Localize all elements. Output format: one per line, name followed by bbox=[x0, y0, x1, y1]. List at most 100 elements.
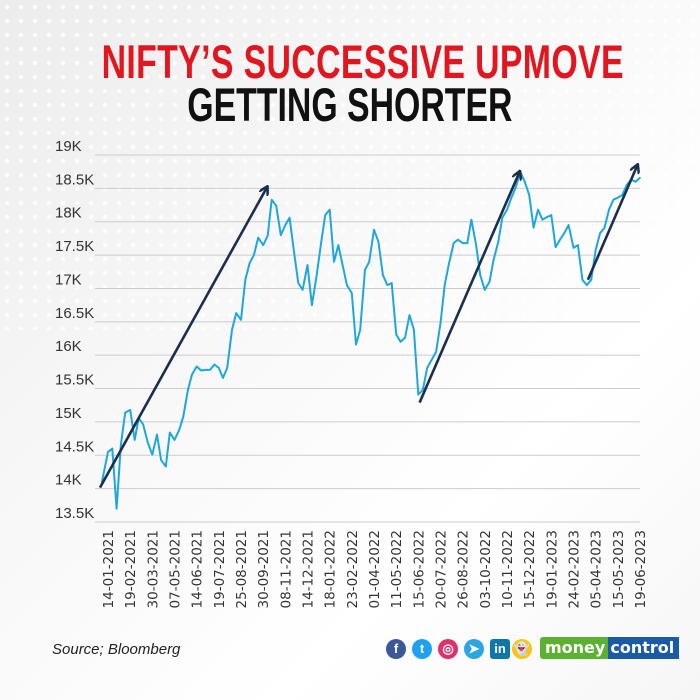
data-point bbox=[337, 244, 340, 246]
x-tick-label: 26-08-2022 bbox=[456, 530, 472, 608]
chart-title-line1: NIFTY’S SUCCESSIVE UPMOVE bbox=[0, 34, 700, 89]
data-point bbox=[226, 367, 229, 369]
data-point bbox=[563, 232, 566, 234]
source-note: Source; Bloomberg bbox=[52, 641, 181, 658]
data-point bbox=[262, 244, 264, 246]
data-point bbox=[315, 276, 318, 278]
data-point bbox=[133, 439, 136, 441]
facebook-icon[interactable]: f bbox=[386, 639, 406, 659]
linkedin-icon[interactable]: in bbox=[490, 639, 510, 659]
x-tick-label: 24-02-2023 bbox=[567, 530, 583, 608]
instagram-icon[interactable]: ◎ bbox=[438, 639, 458, 659]
title-text-2: GETTING SHORTER bbox=[187, 78, 513, 131]
data-point bbox=[603, 226, 606, 229]
x-tick-label: 23-02-2022 bbox=[345, 530, 361, 608]
data-point bbox=[612, 198, 615, 201]
x-tick-label: 18-01-2022 bbox=[323, 530, 339, 608]
data-point bbox=[151, 453, 154, 456]
data-point bbox=[537, 208, 539, 211]
data-point bbox=[430, 359, 433, 361]
data-point bbox=[523, 180, 526, 183]
data-point bbox=[550, 214, 553, 216]
data-point bbox=[213, 363, 216, 366]
twitter-icon[interactable]: t bbox=[412, 639, 432, 659]
data-point bbox=[466, 242, 469, 244]
data-point bbox=[187, 389, 189, 391]
data-point bbox=[484, 288, 486, 291]
data-point bbox=[169, 431, 171, 434]
nifty-line-series bbox=[100, 170, 641, 510]
moneycontrol-logo[interactable]: money control bbox=[540, 637, 680, 659]
data-point bbox=[594, 248, 597, 251]
data-point bbox=[244, 278, 247, 281]
data-point bbox=[492, 258, 495, 261]
y-tick-label: 15K bbox=[55, 405, 82, 422]
y-tick-label: 17K bbox=[55, 271, 82, 288]
data-point bbox=[231, 329, 233, 331]
y-tick-label: 13.5K bbox=[55, 505, 94, 522]
data-point bbox=[515, 186, 517, 188]
data-point bbox=[426, 367, 429, 369]
x-tick-label: 19-01-2023 bbox=[544, 530, 560, 608]
data-point bbox=[621, 194, 624, 196]
x-tick-label: 05-04-2023 bbox=[589, 530, 605, 608]
x-tick-label: 25-08-2021 bbox=[234, 530, 250, 608]
data-point bbox=[479, 274, 481, 276]
data-point bbox=[328, 208, 331, 211]
data-point bbox=[577, 244, 579, 246]
data-point bbox=[164, 465, 167, 468]
data-point bbox=[120, 443, 122, 446]
data-point bbox=[625, 184, 628, 186]
trend-arrow bbox=[586, 165, 638, 281]
telegram-icon[interactable]: ➤ bbox=[464, 639, 484, 659]
y-tick-label: 15.5K bbox=[55, 372, 94, 389]
data-point bbox=[359, 329, 362, 331]
x-tick-label: 10-11-2022 bbox=[500, 530, 516, 608]
data-point bbox=[417, 393, 420, 396]
data-point bbox=[279, 234, 282, 236]
logo-part-money: money bbox=[540, 637, 609, 659]
data-point bbox=[324, 214, 327, 216]
data-point bbox=[639, 176, 641, 179]
trend-arrow bbox=[418, 172, 520, 404]
data-point bbox=[617, 196, 619, 199]
y-tick-label: 17.5K bbox=[55, 238, 94, 255]
data-point bbox=[448, 262, 450, 265]
y-tick-label: 14K bbox=[55, 472, 82, 489]
data-point bbox=[395, 333, 397, 336]
snapchat-icon[interactable]: 👻 bbox=[512, 639, 532, 659]
data-point bbox=[413, 329, 415, 331]
data-point bbox=[470, 218, 473, 221]
data-point bbox=[351, 292, 353, 294]
data-point bbox=[506, 208, 508, 211]
data-point bbox=[240, 319, 242, 321]
data-point bbox=[475, 244, 477, 246]
y-tick-label: 19K bbox=[55, 138, 82, 155]
data-point bbox=[364, 268, 366, 271]
data-point bbox=[320, 244, 322, 246]
data-point bbox=[257, 236, 260, 239]
y-tick-label: 18.5K bbox=[55, 171, 94, 188]
data-point bbox=[288, 216, 291, 219]
data-point bbox=[200, 369, 202, 372]
data-point bbox=[439, 322, 442, 324]
x-tick-label: 19-07-2021 bbox=[212, 530, 228, 608]
data-point bbox=[156, 433, 158, 436]
data-point bbox=[390, 282, 393, 284]
trend-arrow bbox=[98, 187, 267, 489]
data-point bbox=[209, 369, 211, 371]
data-point bbox=[301, 288, 304, 291]
data-point bbox=[590, 278, 593, 281]
x-tick-label: 30-09-2021 bbox=[256, 530, 272, 608]
y-tick-label: 14.5K bbox=[55, 438, 94, 455]
data-point bbox=[341, 264, 344, 266]
data-point bbox=[435, 351, 437, 353]
data-point bbox=[408, 314, 411, 316]
x-tick-label: 15-12-2022 bbox=[522, 530, 538, 608]
data-point bbox=[346, 284, 348, 286]
data-point bbox=[559, 238, 561, 241]
data-point bbox=[115, 507, 118, 510]
x-tick-label: 08-11-2021 bbox=[278, 530, 294, 608]
chart-title-line2: GETTING SHORTER bbox=[0, 77, 700, 132]
